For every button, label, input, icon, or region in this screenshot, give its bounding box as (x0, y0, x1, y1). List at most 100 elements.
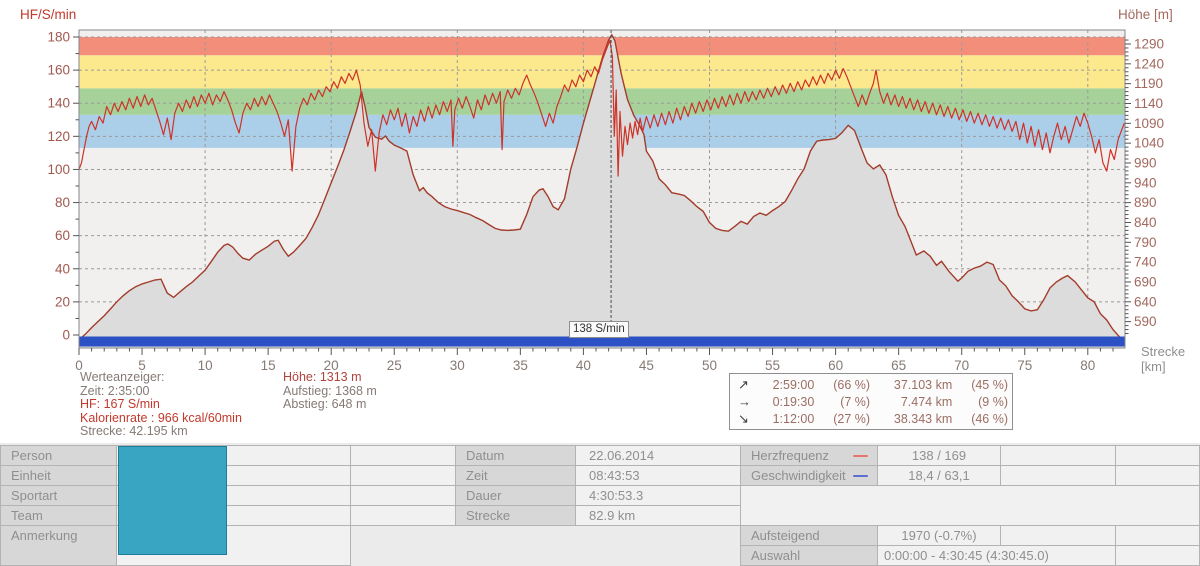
right-axis-tick-label: 890 (1134, 195, 1157, 210)
x-axis-tick-label: 10 (198, 358, 213, 373)
flat-distance: 7.474 km (900, 394, 953, 409)
right-axis-tick-label: 1140 (1134, 96, 1163, 111)
x-axis-tick-label: 65 (891, 358, 906, 373)
x-axis-tick-label: 30 (450, 358, 465, 373)
value-marker-hf: HF: 167 S/min (80, 397, 160, 412)
uphill-distance: 37.103 km (893, 377, 953, 392)
info-table: Person Einheit Sportart Team Anmerkung D… (0, 443, 1200, 566)
x-axis-tick-label: 25 (387, 358, 402, 373)
row-label-datum: Datum (455, 445, 576, 466)
right-axis-tick-label: 1190 (1134, 76, 1163, 91)
row-label-einheit: Einheit (0, 465, 117, 486)
altitude-descent: Abstieg: 648 m (283, 397, 367, 412)
right-axis-tick-label: 1040 (1134, 136, 1164, 151)
auswahl-value: 0:00:00 - 4:30:45 (4:30:45.0) (877, 545, 1116, 566)
row-label-zeit: Zeit (455, 465, 576, 486)
table-filler-cell (350, 445, 456, 466)
plot-border (78, 29, 1126, 349)
hf-zone-band-3 (79, 37, 1125, 56)
selection-bar[interactable] (79, 336, 1125, 347)
cursor-tooltip: 138 S/min (569, 321, 629, 338)
right-axis-tick-label: 940 (1134, 175, 1157, 190)
x-axis-tick-label: 0 (75, 358, 83, 373)
x-axis-tick-label: 45 (639, 358, 654, 373)
downhill-distance-pct: (46 %) (971, 411, 1009, 426)
x-axis-tick-label: 70 (954, 358, 969, 373)
left-axis-tick-label: 180 (47, 30, 70, 45)
row-label-herzfrequenz: Herzfrequenz (740, 445, 878, 466)
right-axis-tick-label: 1090 (1134, 116, 1164, 131)
distance-axis-title: Strecke [km] (1141, 344, 1185, 374)
flat-distance-pct: (9 %) (978, 394, 1009, 409)
row-label-auswahl: Auswahl (740, 545, 878, 566)
table-filler-cell (1115, 465, 1200, 486)
row-label-strecke: Strecke (455, 505, 576, 526)
right-axis-tick-label: 740 (1134, 255, 1157, 270)
right-axis-tick-label: 640 (1134, 294, 1157, 309)
row-label-anmerkung: Anmerkung (0, 525, 117, 566)
table-filler-cell (350, 505, 456, 526)
left-axis-tick-label: 60 (55, 228, 70, 243)
value-marker-block: Werteanzeiger: Zeit: 2:35:00 HF: 167 S/m… (80, 370, 242, 439)
left-axis-tick-label: 20 (55, 294, 70, 309)
x-axis-tick-label: 35 (513, 358, 528, 373)
left-axis-tick-label: 0 (62, 328, 70, 343)
flat-arrow-icon: → (738, 394, 751, 409)
table-filler-cell (350, 485, 456, 506)
left-axis-tick-label: 100 (47, 162, 70, 177)
x-axis-tick-label: 15 (261, 358, 276, 373)
training-chart[interactable]: 0204060801001201401601805906406907407908… (0, 0, 1200, 443)
table-filler-cell (1115, 525, 1200, 546)
value-marker-title: Werteanzeiger: (80, 370, 165, 384)
hf-axis-title: HF/S/min (20, 7, 77, 22)
value-marker-calorierate: Kalorienrate : 966 kcal/60min (80, 410, 242, 425)
x-axis-tick-label: 55 (765, 358, 780, 373)
flat-time: 0:19:30 (772, 394, 815, 409)
table-filler-cell (350, 465, 456, 486)
downhill-distance: 38.343 km (893, 411, 953, 426)
row-label-dauer: Dauer (455, 485, 576, 506)
downhill-time: 1:12:00 (772, 411, 815, 426)
gradient-row-flat: → 0:19:30 (7 %) 7.474 km (9 %) (738, 393, 1008, 410)
speed-line-sample-icon (853, 474, 868, 477)
altitude-area (79, 34, 1125, 349)
strecke-value: 82.9 km (575, 505, 741, 526)
right-axis-tick-label: 590 (1134, 314, 1157, 329)
x-axis-tick-label: 80 (1080, 358, 1095, 373)
gradient-row-downhill: ↘ 1:12:00 (27 %) 38.343 km (46 %) (738, 410, 1008, 427)
table-filler-cell (1115, 545, 1200, 566)
left-axis-tick-label: 140 (47, 96, 70, 111)
geschwindigkeit-label-text: Geschwindigkeit (751, 468, 846, 483)
altitude-axis-title: Höhe [m] (1118, 7, 1173, 22)
uphill-time-pct: (66 %) (833, 377, 871, 392)
altitude-summary-block: Höhe: 1313 m Aufstieg: 1368 m Abstieg: 6… (283, 370, 377, 412)
heartrate-line-sample-icon (853, 454, 868, 457)
altitude-outline (78, 33, 1125, 341)
altitude-ascent: Aufstieg: 1368 m (283, 383, 377, 398)
heartrate-line (78, 39, 1125, 177)
table-empty-band (740, 485, 1200, 526)
downhill-time-pct: (27 %) (833, 411, 871, 426)
x-axis-tick-label: 40 (576, 358, 591, 373)
right-axis-tick-label: 790 (1134, 235, 1157, 250)
row-label-person: Person (0, 445, 117, 466)
uphill-time: 2:59:00 (772, 377, 815, 392)
x-axis-tick-label: 20 (324, 358, 339, 373)
left-axis-tick-label: 160 (47, 63, 70, 78)
right-axis-tick-label: 1240 (1134, 56, 1164, 71)
herzfrequenz-value: 138 / 169 (877, 445, 1001, 466)
right-axis-tick-label: 990 (1134, 155, 1157, 170)
privacy-overlay-box (118, 446, 227, 555)
aufsteigend-value: 1970 (-0.7%) (877, 525, 1001, 546)
row-label-sportart: Sportart (0, 485, 117, 506)
table-filler-cell (1000, 525, 1116, 546)
uphill-arrow-icon: ↗ (738, 376, 749, 392)
table-filler-cell (1115, 445, 1200, 466)
uphill-distance-pct: (45 %) (971, 377, 1009, 392)
table-filler-cell (1000, 465, 1116, 486)
x-axis-tick-label: 50 (702, 358, 717, 373)
left-axis-tick-label: 80 (55, 195, 70, 210)
left-axis-tick-label: 120 (47, 129, 70, 144)
value-marker-time: Zeit: 2:35:00 (80, 383, 150, 398)
right-axis-tick-label: 690 (1134, 274, 1157, 289)
